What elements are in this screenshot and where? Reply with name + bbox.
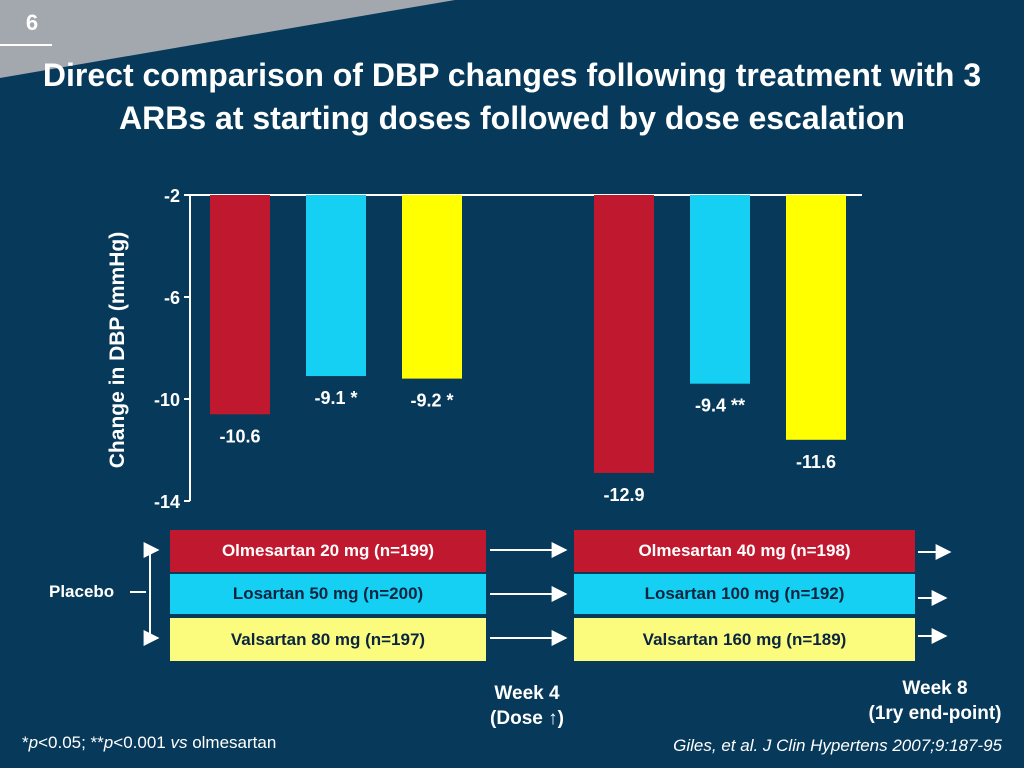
losartan-100mg-label: Losartan 100 mg (n=192) — [644, 584, 845, 603]
corner-decoration — [0, 0, 455, 78]
bar-valsartan-week8 — [786, 195, 846, 440]
olmesartan-40mg-label: Olmesartan 40 mg (n=198) — [638, 541, 851, 560]
valsartan-160mg-box: Valsartan 160 mg (n=189) — [574, 616, 915, 661]
losartan-50mg-label: Losartan 50 mg (n=200) — [232, 584, 424, 603]
y-tick-label: -2 — [164, 186, 180, 206]
y-tick-label: -14 — [154, 492, 180, 512]
week8-title: Week 8 — [902, 678, 968, 699]
data-label: -11.6 — [796, 452, 836, 472]
week4-label: Week 4 (Dose ↑) — [462, 681, 592, 731]
week8-label: Week 8 (1ry end-point) — [850, 676, 1020, 726]
citation: Giles, et al. J Clin Hypertens 2007;9:18… — [673, 736, 1002, 755]
valsartan-80mg-label: Valsartan 80 mg (n=197) — [230, 629, 426, 649]
valsartan-80mg-box: Valsartan 80 mg (n=197) — [170, 616, 486, 661]
data-label: -12.9 — [603, 485, 644, 505]
valsartan-160mg-label: Valsartan 160 mg (n=189) — [642, 629, 847, 649]
bar-losartan-week4 — [306, 195, 366, 377]
significance-footnote: *p<0.05; **p<0.001 vs olmesartan — [22, 733, 277, 752]
flow-arrows — [130, 542, 952, 646]
y-tick-label: -10 — [154, 390, 180, 410]
slide-number-rule — [0, 44, 52, 46]
arrow-up-icon: ↑ — [548, 708, 558, 729]
bar-losartan-week8 — [690, 195, 750, 384]
slide-title: Direct comparison of DBP changes followi… — [42, 57, 982, 136]
data-label: -9.1 * — [314, 388, 357, 408]
data-label: -10.6 — [219, 426, 260, 446]
bar-olmesartan-week4 — [210, 195, 270, 415]
olmesartan-20mg-box: Olmesartan 20 mg (n=199) — [170, 530, 486, 572]
week8-endpoint-note: (1ry end-point) — [868, 703, 1002, 724]
week4-dose-note: (Dose ↑) — [490, 708, 564, 729]
bar-valsartan-week4 — [402, 195, 462, 379]
placebo-label: Placebo — [49, 582, 115, 601]
losartan-50mg-box: Losartan 50 mg (n=200) — [170, 572, 486, 614]
slide-number: 6 — [25, 10, 39, 35]
olmesartan-40mg-box: Olmesartan 40 mg (n=198) — [574, 530, 915, 572]
y-tick-label: -6 — [164, 288, 180, 308]
losartan-100mg-box: Losartan 100 mg (n=192) — [574, 572, 915, 614]
week4-title: Week 4 — [494, 683, 560, 704]
bar-olmesartan-week8 — [594, 195, 654, 473]
olmesartan-20mg-label: Olmesartan 20 mg (n=199) — [221, 541, 435, 560]
data-label: -9.2 * — [410, 391, 453, 411]
data-label: -9.4 ** — [695, 396, 745, 416]
